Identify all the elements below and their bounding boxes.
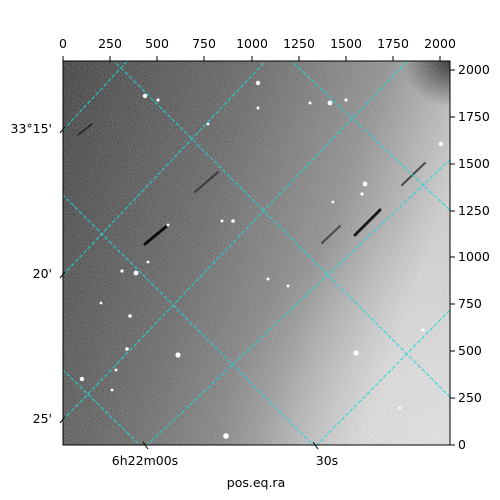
left-axis (59, 126, 66, 424)
star (125, 347, 129, 351)
star (166, 223, 170, 227)
right-tick-label: 1000 (458, 249, 490, 264)
coordinate-grid (63, 61, 450, 445)
bottom-tick (142, 441, 149, 450)
grid-line (290, 61, 450, 211)
left-tick (59, 416, 66, 424)
star (362, 181, 368, 187)
bottom-tick-label: 30s (316, 453, 338, 468)
grid-line (113, 61, 450, 398)
right-tick-label: 2000 (458, 62, 490, 77)
star (79, 376, 85, 382)
streak (401, 162, 426, 186)
grid-line (63, 369, 141, 445)
star (175, 352, 181, 358)
star (255, 80, 261, 86)
star (120, 269, 124, 273)
grid-line (63, 61, 409, 421)
grid-line (316, 309, 450, 445)
top-tick-label: 1750 (377, 36, 409, 51)
star (331, 200, 335, 204)
bottom-axis (142, 441, 319, 450)
left-tick-label: 25' (33, 411, 52, 426)
top-tick-label: 1000 (236, 36, 268, 51)
streak (194, 171, 219, 193)
grid-line (63, 61, 267, 276)
right-tick-label: 500 (458, 343, 482, 358)
star (398, 406, 402, 410)
streak (143, 223, 170, 246)
right-tick-label: 250 (458, 390, 482, 405)
star (344, 98, 348, 102)
x-axis-title: pos.eq.ra (227, 475, 285, 490)
star (421, 328, 425, 332)
grid-line (63, 194, 314, 445)
top-tick-label: 1250 (283, 36, 315, 51)
star (308, 101, 312, 105)
left-tick-label: 20' (33, 266, 52, 281)
star (99, 301, 103, 305)
streak (353, 208, 382, 237)
plot-frame (62, 60, 451, 446)
right-tick-label: 1250 (458, 203, 490, 218)
top-tick-label: 0 (59, 36, 67, 51)
top-axis-labels: 0 250 500 750 1000 1250 1500 1750 2000 (59, 36, 456, 51)
star (256, 106, 260, 110)
star (231, 219, 235, 223)
right-tick-label: 0 (458, 437, 466, 452)
star (438, 141, 444, 147)
left-tick-label: 33°15' (11, 121, 53, 136)
bottom-tick (312, 441, 319, 450)
top-tick-label: 250 (98, 36, 122, 51)
right-tick-label: 750 (458, 296, 482, 311)
star (360, 192, 364, 196)
right-axis-labels: 0 250 500 750 1000 1250 1500 1750 2000 (458, 62, 490, 452)
star (146, 260, 150, 264)
star (114, 368, 118, 372)
top-tick-label: 2000 (424, 36, 456, 51)
right-axis (450, 69, 455, 446)
top-tick-label: 500 (145, 36, 169, 51)
star (220, 219, 224, 223)
left-tick (59, 271, 66, 279)
top-tick-label: 1500 (330, 36, 362, 51)
star (133, 270, 139, 276)
star (353, 350, 359, 356)
star (142, 93, 148, 99)
star (327, 100, 333, 106)
noise-texture (63, 61, 450, 445)
right-tick-label: 1500 (458, 156, 490, 171)
star (128, 314, 132, 318)
star (206, 122, 210, 126)
image-plot-area (63, 61, 450, 445)
streak (321, 225, 341, 244)
star (223, 433, 229, 439)
streak (77, 123, 93, 136)
left-tick (59, 126, 66, 134)
stars (79, 80, 444, 439)
star (266, 277, 270, 281)
star (110, 388, 114, 392)
top-axis (62, 56, 441, 61)
satellite-streaks (77, 123, 426, 246)
star (286, 284, 290, 288)
right-tick-label: 1750 (458, 109, 490, 124)
star (156, 98, 160, 102)
bottom-tick-label: 6h22m00s (112, 453, 178, 468)
bottom-axis-labels: 6h22m00s 30s (112, 453, 338, 468)
left-axis-labels: 33°15' 20' 25' (11, 121, 53, 426)
top-tick-label: 750 (192, 36, 216, 51)
grid-line (63, 61, 129, 131)
